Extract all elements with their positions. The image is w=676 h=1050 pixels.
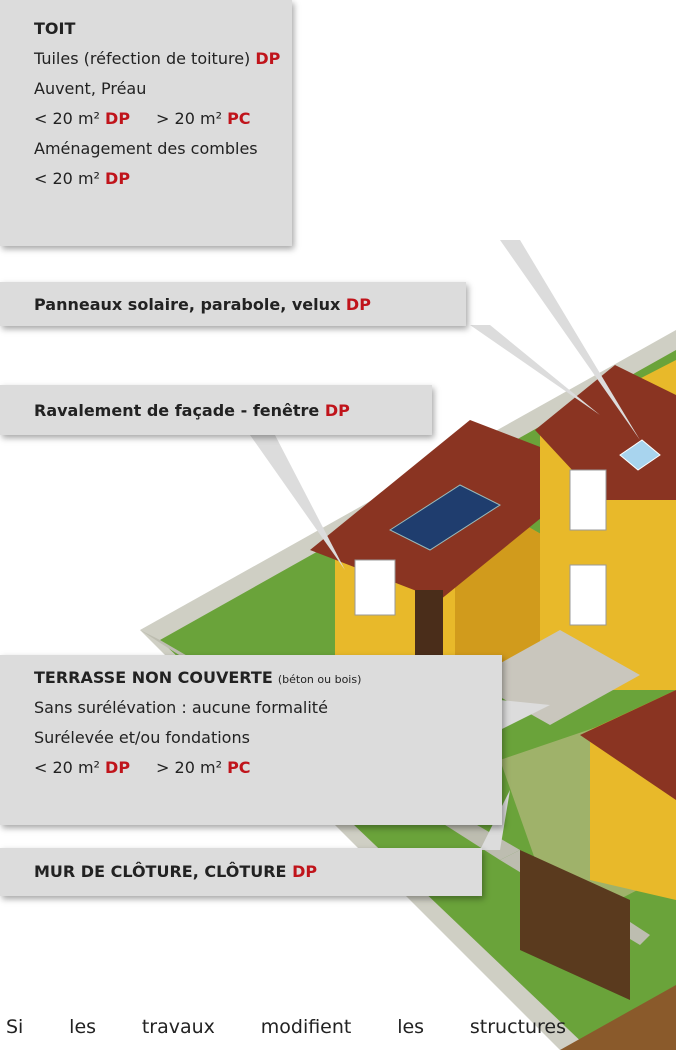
callout-ravalement: Ravalement de façade - fenêtre DP (0, 385, 432, 435)
callout-panneaux: Panneaux solaire, parabole, velux DP (0, 282, 466, 326)
callout-line: Surélevée et/ou fondations (34, 723, 502, 753)
code: DP (105, 169, 130, 188)
window (570, 470, 606, 530)
callout-terrasse: TERRASSE NON COUVERTE (béton ou bois) Sa… (0, 655, 502, 825)
callout-toit: TOIT Tuiles (réfection de toiture) DP Au… (0, 0, 292, 246)
callout-line: Aménagement des combles (34, 134, 292, 164)
callout-line: Panneaux solaire, parabole, velux DP (34, 290, 466, 320)
page: {"toit": {"title": "TOIT", "line1": {"te… (0, 0, 676, 1050)
callout-title: TOIT (34, 14, 292, 44)
callout-line: < 20 m² DP > 20 m² PC (34, 753, 502, 783)
code: DP (292, 862, 317, 881)
text: Panneaux solaire, parabole, velux (34, 295, 340, 314)
text: MUR DE CLÔTURE, CLÔTURE (34, 862, 286, 881)
text: Ravalement de façade - fenêtre (34, 401, 319, 420)
text: TERRASSE NON COUVERTE (34, 668, 273, 687)
code: DP (105, 109, 130, 128)
text: > 20 m² (156, 758, 222, 777)
text: < 20 m² (34, 169, 100, 188)
footer-text: Si les travaux modifient les structures (6, 1012, 566, 1042)
text: Tuiles (réfection de toiture) (34, 49, 250, 68)
window (570, 565, 606, 625)
callout-mur: MUR DE CLÔTURE, CLÔTURE DP (0, 848, 482, 896)
callout-line: < 20 m² DP (34, 164, 292, 194)
pointer (470, 325, 600, 415)
window (355, 560, 395, 615)
code: PC (227, 109, 250, 128)
callout-line: Ravalement de façade - fenêtre DP (34, 396, 432, 426)
code: DP (105, 758, 130, 777)
callout-title: TERRASSE NON COUVERTE (béton ou bois) (34, 663, 502, 693)
callout-line: Sans surélévation : aucune formalité (34, 693, 502, 723)
code: DP (346, 295, 371, 314)
callout-line: Tuiles (réfection de toiture) DP (34, 44, 292, 74)
code: PC (227, 758, 250, 777)
code: DP (255, 49, 280, 68)
note: (béton ou bois) (278, 673, 362, 686)
callout-line: Auvent, Préau (34, 74, 292, 104)
callout-line: < 20 m² DP > 20 m² PC (34, 104, 292, 134)
code: DP (325, 401, 350, 420)
text: < 20 m² (34, 109, 100, 128)
text: > 20 m² (156, 109, 222, 128)
callout-line: MUR DE CLÔTURE, CLÔTURE DP (34, 857, 482, 887)
text: < 20 m² (34, 758, 100, 777)
